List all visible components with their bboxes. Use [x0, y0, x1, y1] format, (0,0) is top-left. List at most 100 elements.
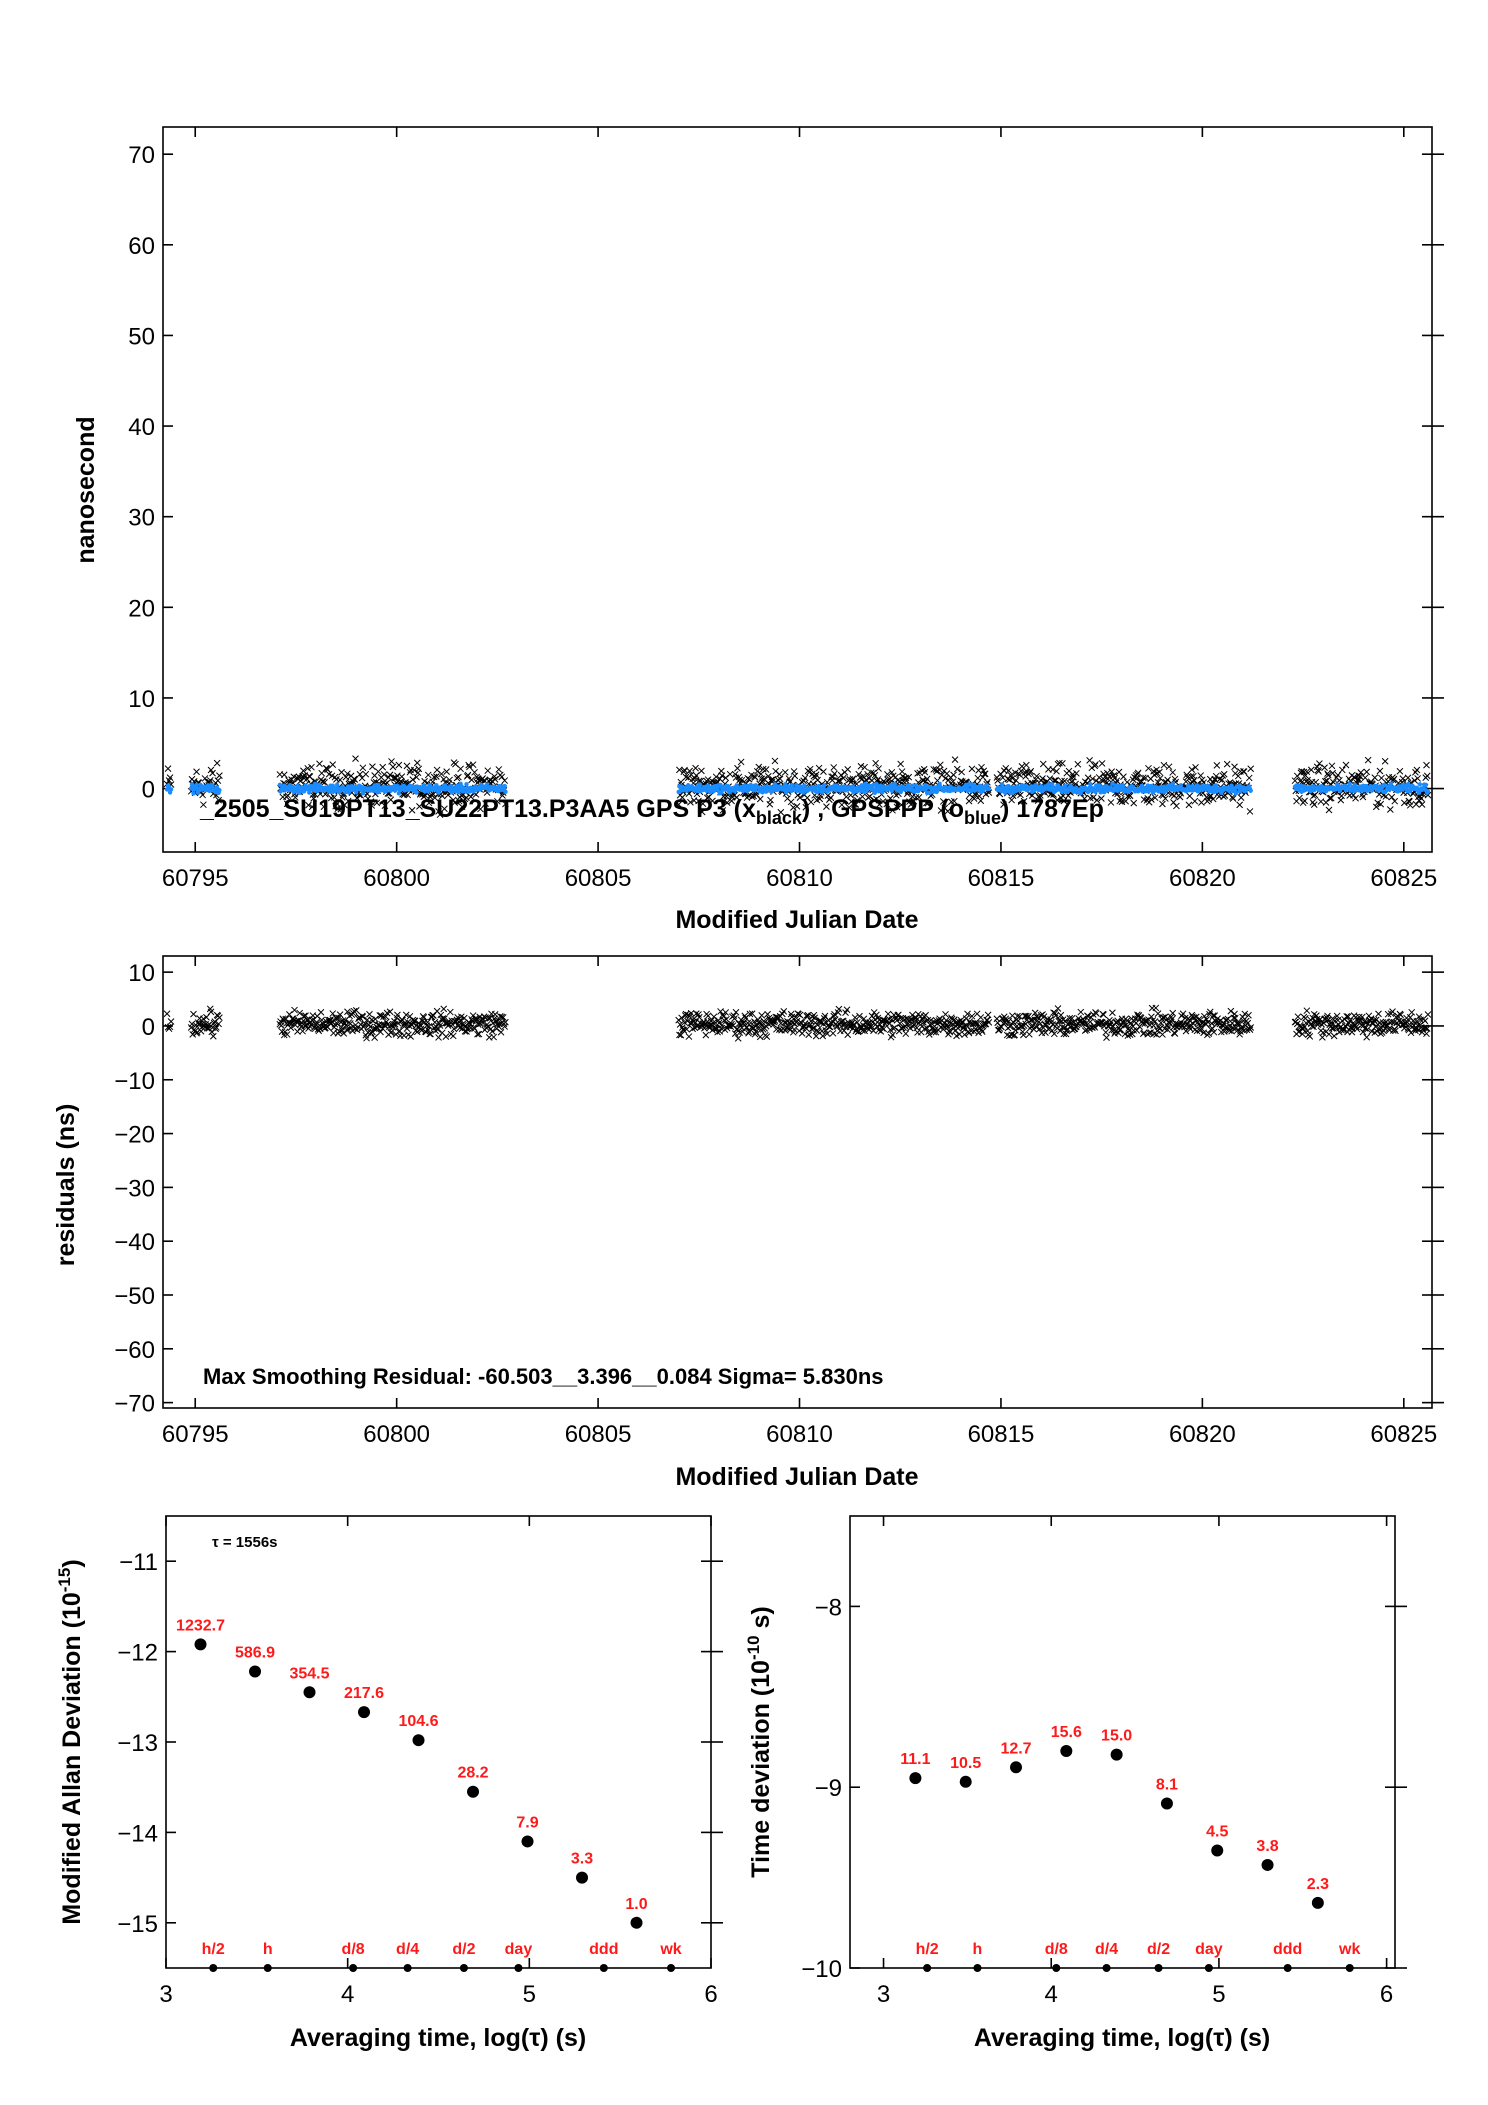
- data-point-x: [950, 797, 958, 805]
- data-point-x: [1169, 769, 1177, 776]
- data-point-x: [1140, 1029, 1148, 1037]
- data-point-x: [889, 1031, 896, 1039]
- data-point-x: [1321, 764, 1328, 772]
- mid-plot-frame: [162, 955, 1433, 1409]
- tau-marker-label: day: [1195, 1941, 1223, 1958]
- data-point-x: [944, 807, 952, 815]
- data-point-x: [1060, 797, 1068, 805]
- data-point-x: [1192, 763, 1199, 771]
- data-point-x: [336, 776, 344, 784]
- data-point-x: [212, 1023, 220, 1031]
- data-point-x: [1098, 760, 1106, 767]
- data-point-x: [1074, 760, 1082, 768]
- data-point-x: [733, 794, 741, 801]
- data-point-x: [381, 802, 389, 810]
- data-point-x: [308, 763, 315, 771]
- data-point-x: [1162, 795, 1169, 802]
- data-point-x: [207, 1008, 215, 1016]
- data-point-x: [166, 1023, 174, 1031]
- data-point-x: [372, 1015, 379, 1023]
- data-point-x: [791, 772, 799, 780]
- data-point-x: [718, 772, 726, 779]
- data-point-x: [1247, 765, 1255, 773]
- y-tick-label: −9: [815, 1775, 842, 1802]
- data-point-x: [1378, 774, 1385, 782]
- data-point-x: [425, 1022, 433, 1030]
- data-point-x: [812, 1032, 820, 1040]
- data-point-x: [843, 1006, 851, 1014]
- data-point-x: [1059, 1023, 1066, 1031]
- data-point-x: [436, 1022, 444, 1029]
- data-point-x: [884, 770, 891, 778]
- data-point-x: [830, 1012, 838, 1020]
- data-point-x: [723, 799, 731, 807]
- data-point-x: [386, 771, 394, 779]
- data-point-x: [484, 767, 492, 775]
- data-point-x: [1310, 801, 1318, 808]
- tau-marker-label: wk: [659, 1941, 681, 1958]
- data-point-x: [1020, 1031, 1027, 1039]
- data-point-x: [1124, 1032, 1132, 1040]
- tau-marker: [1204, 1964, 1213, 1972]
- data-point-x: [763, 1033, 771, 1040]
- data-point-x: [498, 773, 506, 781]
- data-point-x: [923, 799, 930, 807]
- y-tick-label: −13: [117, 1730, 158, 1757]
- data-point-x: [201, 775, 209, 782]
- data-point-x: [820, 1014, 828, 1022]
- data-label: 586.9: [235, 1644, 275, 1661]
- data-point-o: [1423, 782, 1428, 788]
- tau-marker-label: d/8: [342, 1941, 365, 1958]
- data-point-x: [943, 1021, 951, 1029]
- data-point-x: [413, 773, 420, 781]
- data-point-x: [430, 773, 438, 781]
- data-point-x: [389, 763, 397, 771]
- data-point-o: [822, 783, 827, 788]
- data-point-x: [925, 1031, 933, 1038]
- tau-marker: [923, 1964, 932, 1972]
- data-point-x: [359, 1013, 367, 1021]
- data-point-x: [343, 1026, 351, 1034]
- data-point-x: [1093, 796, 1101, 804]
- data-point-x: [1117, 795, 1125, 803]
- data-point-x: [867, 1022, 875, 1030]
- data-point-x: [1294, 1013, 1302, 1021]
- tau-marker: [1283, 1964, 1292, 1972]
- data-point-x: [1303, 1007, 1311, 1015]
- data-point-x: [1338, 766, 1346, 774]
- data-point-x: [685, 1033, 693, 1040]
- data-point-x: [974, 774, 982, 782]
- data-point-x: [324, 766, 331, 773]
- data-point-x: [912, 794, 920, 801]
- data-point-x: [966, 1018, 974, 1025]
- x-tick-label: 60820: [1169, 1421, 1236, 1448]
- y-tick-label: −30: [114, 1175, 155, 1202]
- tau-marker-label: ddd: [589, 1941, 618, 1958]
- tau-marker-label: wk: [1338, 1941, 1360, 1958]
- data-point-x: [903, 777, 910, 785]
- x-tick-label: 60815: [968, 1421, 1035, 1448]
- data-point-x: [344, 1008, 351, 1016]
- data-point-x: [1165, 763, 1173, 771]
- data-point-o: [1046, 782, 1051, 787]
- data-point-x: [1327, 794, 1335, 802]
- tau-marker-label: day: [505, 1941, 533, 1958]
- tau-marker: [667, 1964, 676, 1972]
- data-point-x: [167, 1018, 175, 1025]
- data-point-x: [963, 1022, 971, 1029]
- data-label: 2.3: [1307, 1876, 1329, 1893]
- tdev-ylabel-main: Time deviation (10: [747, 1660, 775, 1878]
- data-point-x: [488, 1027, 496, 1035]
- data-point-x: [702, 1031, 710, 1039]
- data-label: 7.9: [516, 1814, 538, 1831]
- data-point-x: [1051, 1009, 1059, 1017]
- data-point-x: [1156, 768, 1163, 776]
- data-point-x: [1109, 1009, 1116, 1017]
- data-point-x: [1372, 803, 1380, 811]
- data-point-x: [758, 1012, 766, 1019]
- data-point-x: [1245, 774, 1253, 782]
- data-point-x: [861, 763, 868, 771]
- data-point-x: [333, 1020, 341, 1028]
- tau-marker: [1052, 1964, 1061, 1972]
- data-point-x: [491, 1011, 499, 1018]
